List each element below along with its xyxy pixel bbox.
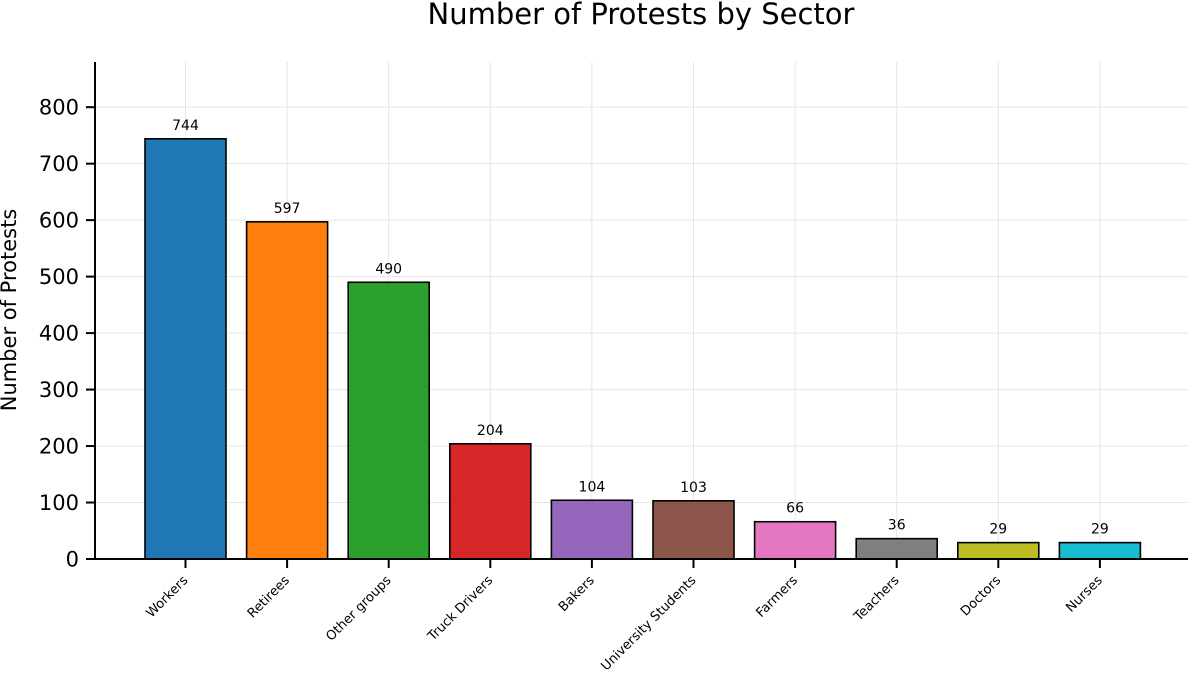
y-tick-label: 500 bbox=[39, 265, 79, 289]
y-axis-label: Number of Protests bbox=[0, 209, 21, 412]
y-tick-label: 700 bbox=[39, 152, 79, 176]
bar bbox=[448, 442, 532, 560]
x-tick-label: Farmers bbox=[753, 573, 801, 621]
bars bbox=[144, 138, 1142, 560]
y-tick-label: 100 bbox=[39, 491, 79, 515]
x-tick-label: Other groups bbox=[323, 573, 394, 644]
y-ticks: 0 100 200 300 400 500 600 700 800 bbox=[39, 96, 95, 572]
data-labels: 744 597 490 204 104 103 66 36 29 29 bbox=[172, 118, 1109, 538]
y-tick-label: 400 bbox=[39, 322, 79, 346]
data-label: 490 bbox=[375, 261, 402, 277]
bar bbox=[753, 520, 837, 560]
x-tick-label: Doctors bbox=[958, 573, 1004, 619]
data-label: 66 bbox=[786, 501, 804, 517]
bar bbox=[855, 537, 939, 560]
bar bbox=[550, 499, 634, 560]
y-tick-label: 600 bbox=[39, 209, 79, 233]
bar bbox=[652, 500, 735, 560]
bar bbox=[245, 221, 329, 560]
data-label: 744 bbox=[172, 118, 199, 134]
y-tick-label: 200 bbox=[39, 435, 79, 459]
data-label: 29 bbox=[1091, 522, 1109, 538]
data-label: 597 bbox=[274, 201, 301, 217]
x-ticks: Workers Retirees Other groups Truck Drivers… bbox=[144, 559, 1106, 674]
x-tick-label: Truck Drivers bbox=[425, 573, 497, 645]
bar bbox=[1058, 541, 1142, 560]
y-tick-label: 300 bbox=[39, 378, 79, 402]
x-tick-label: Retirees bbox=[245, 573, 293, 621]
data-label: 103 bbox=[680, 480, 707, 496]
y-tick-label: 0 bbox=[66, 548, 79, 572]
data-label: 204 bbox=[477, 423, 504, 439]
data-label: 36 bbox=[888, 518, 906, 534]
bar bbox=[347, 281, 431, 560]
bar bbox=[956, 541, 1040, 560]
axes bbox=[94, 62, 1188, 560]
x-tick-label: Workers bbox=[144, 573, 192, 621]
data-label: 104 bbox=[579, 479, 606, 495]
x-tick-label: Bakers bbox=[556, 573, 598, 615]
y-tick-label: 800 bbox=[39, 96, 79, 120]
data-label: 29 bbox=[989, 522, 1007, 538]
bar bbox=[144, 138, 227, 560]
x-tick-label: Teachers bbox=[851, 573, 903, 625]
x-tick-label: Nurses bbox=[1063, 573, 1105, 615]
chart-title: Number of Protests by Sector bbox=[428, 0, 855, 31]
x-tick-label: University Students bbox=[598, 573, 699, 674]
